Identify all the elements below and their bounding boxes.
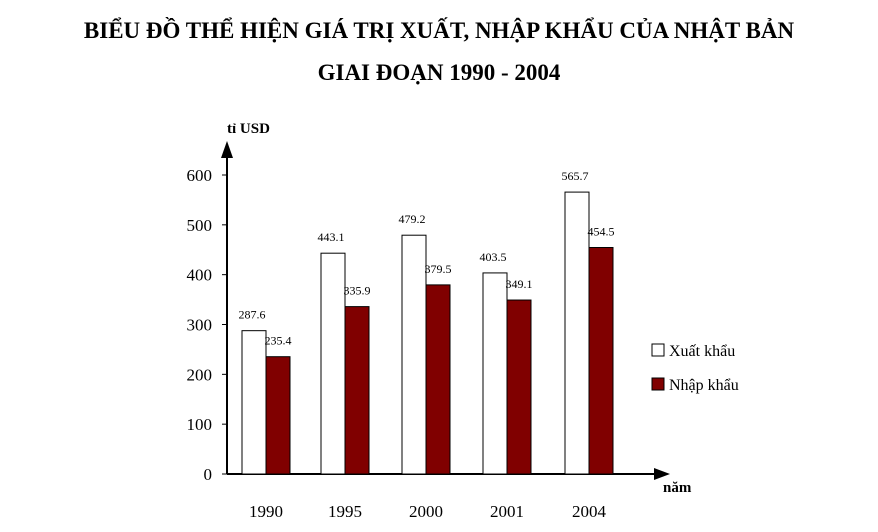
bar-import	[588, 247, 614, 475]
y-tick-label: 100	[187, 415, 213, 434]
y-tick-label: 600	[187, 166, 213, 185]
data-label-import: 379.5	[425, 262, 452, 276]
bars-group: 287.6 235.4 443.1 335.9 479.2 379.5 403.5 349.1…	[239, 169, 615, 475]
bar-import	[265, 356, 291, 475]
bar-import	[506, 299, 532, 475]
data-label-export: 287.6	[239, 308, 266, 322]
chart-title-line2: GIAI ĐOẠN 1990 - 2004	[317, 60, 561, 85]
data-label-import: 335.9	[344, 284, 371, 298]
data-label-export: 403.5	[480, 250, 507, 264]
y-ticks-group: 0 100 200 300 400 500 600	[187, 166, 227, 484]
legend-label-export: Xuất khẩu	[669, 343, 735, 360]
x-axis-arrow	[654, 468, 670, 480]
data-label-export: 565.7	[562, 169, 589, 183]
bar-export	[401, 234, 427, 475]
bar-export	[320, 252, 346, 475]
legend-label-import: Nhập khẩu	[669, 377, 739, 394]
bar-export	[241, 330, 267, 475]
legend-swatch-export	[651, 343, 665, 357]
y-tick-label: 300	[187, 316, 213, 335]
y-tick-label: 0	[204, 465, 213, 484]
data-label-export: 443.1	[318, 230, 345, 244]
bar-import	[344, 306, 370, 475]
bar-import	[425, 284, 451, 475]
x-ticks-group: 1990 1995 2000 2001 2004	[249, 502, 607, 521]
chart-title-line1: BIỂU ĐỒ THỂ HIỆN GIÁ TRỊ XUẤT, NHẬP KHẨU…	[83, 18, 795, 43]
y-axis-title: tỉ USD	[227, 121, 270, 137]
data-label-import: 454.5	[588, 225, 615, 239]
y-tick-label: 500	[187, 216, 213, 235]
y-tick-label: 400	[187, 266, 213, 285]
bar-export	[564, 191, 590, 475]
x-tick-label: 2004	[572, 502, 607, 521]
y-axis-arrow	[221, 141, 233, 158]
legend-swatch-import	[651, 377, 665, 391]
y-tick-label: 200	[187, 365, 213, 384]
data-label-import: 235.4	[265, 334, 292, 348]
x-tick-label: 2000	[409, 502, 443, 521]
data-label-import: 349.1	[506, 277, 533, 291]
x-tick-label: 1995	[328, 502, 362, 521]
data-label-export: 479.2	[399, 212, 426, 226]
x-tick-label: 2001	[490, 502, 524, 521]
x-tick-label: 1990	[249, 502, 283, 521]
bar-export	[482, 272, 508, 475]
legend: Xuất khẩu Nhập khẩu	[651, 343, 739, 394]
x-axis-title: năm	[663, 480, 692, 496]
